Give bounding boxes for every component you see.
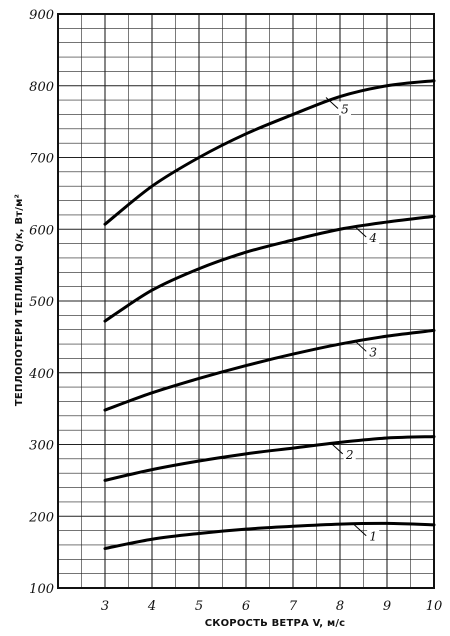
x-tick-label: 5 xyxy=(195,599,203,614)
y-tick-labels: 100 200 300 400 500 600 700 800 900 xyxy=(28,8,54,597)
x-tick-label: 7 xyxy=(289,599,298,614)
x-tick-label: 9 xyxy=(383,599,391,614)
y-tick-label: 300 xyxy=(29,439,54,454)
y-tick-label: 800 xyxy=(29,80,54,95)
series-line-5 xyxy=(103,79,436,226)
series-line-3 xyxy=(103,328,436,412)
y-tick-label: 200 xyxy=(28,510,54,525)
series-leader-5 xyxy=(325,97,339,109)
series-label-bg-5 xyxy=(339,101,351,116)
series-label-2: 2 xyxy=(345,448,354,462)
y-tick-label: 400 xyxy=(28,367,54,382)
series-leader-4 xyxy=(353,225,367,238)
x-tick-label: 3 xyxy=(101,599,109,614)
series-line-1 xyxy=(103,521,436,551)
series-label-4: 4 xyxy=(368,231,377,245)
y-tick-label: 700 xyxy=(29,152,54,167)
curves xyxy=(103,79,436,551)
series-line-4 xyxy=(103,214,436,323)
series-label-1: 1 xyxy=(369,530,377,544)
curve-labels: 1 2 3 4 5 xyxy=(325,97,380,544)
y-tick-label: 900 xyxy=(29,8,54,23)
series-label-5: 5 xyxy=(341,103,349,117)
series-leader-2 xyxy=(330,442,344,455)
series-label-bg-2 xyxy=(343,446,356,461)
x-axis-title: СКОРОСТЬ ВЕТРА V, м/с xyxy=(205,618,346,629)
series-line-2 xyxy=(103,435,436,482)
series-label-bg-1 xyxy=(367,528,380,543)
y-axis-title: ТЕПЛОПОТЕРИ ТЕПЛИЦЫ Q/к, Вт/м² xyxy=(14,194,25,406)
y-tick-label: 600 xyxy=(29,223,54,238)
series-label-bg-3 xyxy=(367,344,380,359)
y-tick-label: 100 xyxy=(29,582,54,597)
x-tick-labels: 3 4 5 6 7 8 9 10 xyxy=(101,599,442,614)
plot-frame xyxy=(57,13,435,589)
series-label-bg-4 xyxy=(367,229,380,244)
series-label-3: 3 xyxy=(369,345,377,359)
y-tick-label: 500 xyxy=(29,295,54,310)
x-tick-label: 6 xyxy=(242,599,250,614)
x-tick-label: 8 xyxy=(336,599,344,614)
x-tick-label: 10 xyxy=(426,599,443,614)
series-leader-3 xyxy=(353,339,367,352)
series-leader-1 xyxy=(353,524,367,537)
x-tick-label: 4 xyxy=(147,599,156,614)
grid xyxy=(58,14,434,588)
